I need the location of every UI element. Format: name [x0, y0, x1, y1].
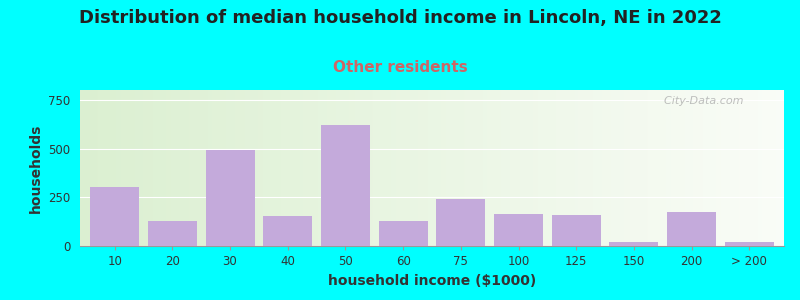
Text: Other residents: Other residents — [333, 60, 467, 75]
Bar — [436, 199, 486, 246]
Bar — [206, 150, 254, 246]
Bar — [148, 221, 197, 246]
Bar — [378, 221, 428, 246]
Bar — [552, 215, 601, 246]
Bar — [263, 216, 312, 246]
Bar — [725, 242, 774, 246]
Bar — [90, 187, 139, 246]
Bar — [494, 214, 543, 246]
Text: Distribution of median household income in Lincoln, NE in 2022: Distribution of median household income … — [78, 9, 722, 27]
X-axis label: household income ($1000): household income ($1000) — [328, 274, 536, 288]
Bar — [667, 212, 716, 246]
Y-axis label: households: households — [29, 123, 42, 213]
Bar — [610, 242, 658, 246]
Bar — [321, 125, 370, 246]
Text: City-Data.com: City-Data.com — [658, 96, 744, 106]
